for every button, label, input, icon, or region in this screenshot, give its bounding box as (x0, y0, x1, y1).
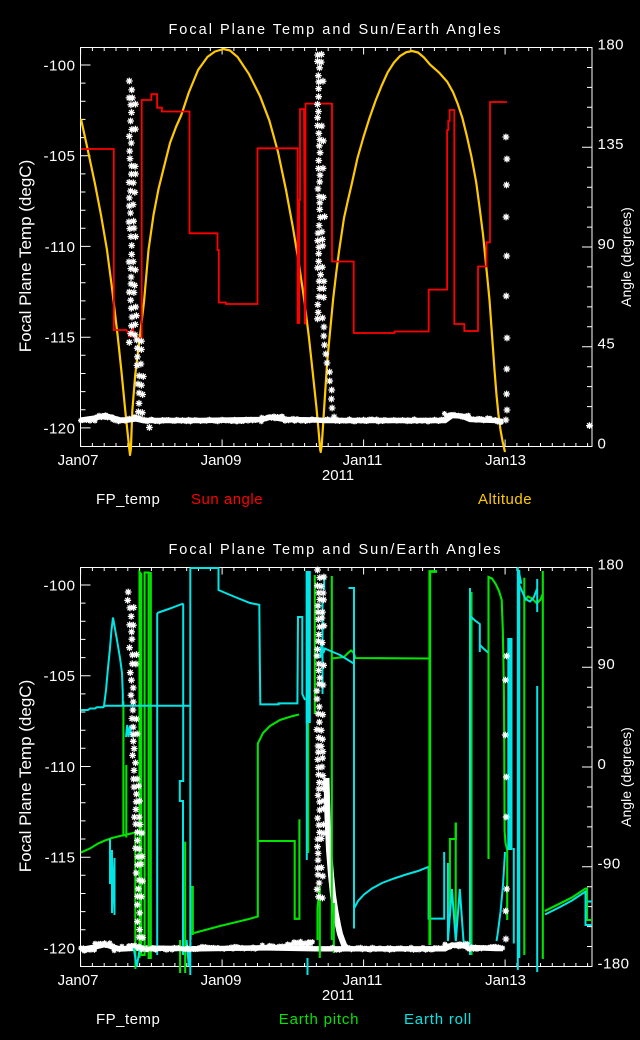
svg-text:-115: -115 (45, 850, 76, 867)
svg-text:Jan11: Jan11 (343, 972, 383, 989)
svg-text:Focal Plane Temp (degC): Focal Plane Temp (degC) (16, 680, 35, 872)
svg-text:Jan13: Jan13 (485, 452, 526, 469)
svg-text:Jan11: Jan11 (343, 452, 383, 469)
svg-text:90: 90 (598, 656, 616, 673)
svg-text:90: 90 (598, 236, 616, 253)
svg-text:-180: -180 (598, 955, 630, 972)
svg-text:Jan13: Jan13 (485, 972, 526, 989)
svg-text:-100: -100 (43, 57, 75, 74)
svg-text:2011: 2011 (322, 987, 354, 1004)
svg-text:0: 0 (598, 435, 607, 452)
svg-text:0: 0 (598, 756, 607, 773)
svg-text:Jan07: Jan07 (58, 452, 99, 469)
svg-text:Focal Plane Temp and Sun/Earth: Focal Plane Temp and Sun/Earth Angles (168, 22, 502, 38)
svg-text:Jan07: Jan07 (58, 972, 99, 989)
svg-text:Jan09: Jan09 (201, 452, 242, 469)
svg-text:Angle (degrees): Angle (degrees) (618, 207, 634, 307)
svg-text:Sun angle: Sun angle (191, 491, 263, 508)
svg-text:-110: -110 (45, 759, 76, 776)
svg-text:45: 45 (598, 336, 616, 353)
svg-text:-105: -105 (43, 148, 75, 165)
svg-text:-90: -90 (598, 856, 621, 873)
svg-text:-120: -120 (43, 420, 75, 437)
svg-text:FP_temp: FP_temp (96, 491, 160, 508)
svg-text:135: 135 (598, 136, 625, 153)
svg-text:2011: 2011 (322, 467, 354, 484)
svg-text:180: 180 (598, 36, 625, 53)
svg-text:Jan09: Jan09 (201, 972, 242, 989)
svg-text:-110: -110 (45, 239, 76, 256)
svg-text:Earth pitch: Earth pitch (279, 1011, 360, 1028)
svg-text:-120: -120 (43, 940, 75, 957)
svg-text:FP_temp: FP_temp (96, 1011, 160, 1028)
svg-text:-105: -105 (43, 668, 75, 685)
svg-text:Angle (degrees): Angle (degrees) (618, 727, 634, 827)
svg-text:180: 180 (598, 556, 625, 573)
svg-text:Focal Plane Temp and Sun/Earth: Focal Plane Temp and Sun/Earth Angles (168, 542, 502, 558)
svg-text:Focal Plane Temp (degC): Focal Plane Temp (degC) (16, 160, 35, 352)
svg-text:Altitude: Altitude (478, 491, 532, 508)
svg-text:-115: -115 (45, 330, 76, 347)
svg-text:Earth roll: Earth roll (404, 1011, 472, 1028)
svg-text:-100: -100 (43, 577, 75, 594)
